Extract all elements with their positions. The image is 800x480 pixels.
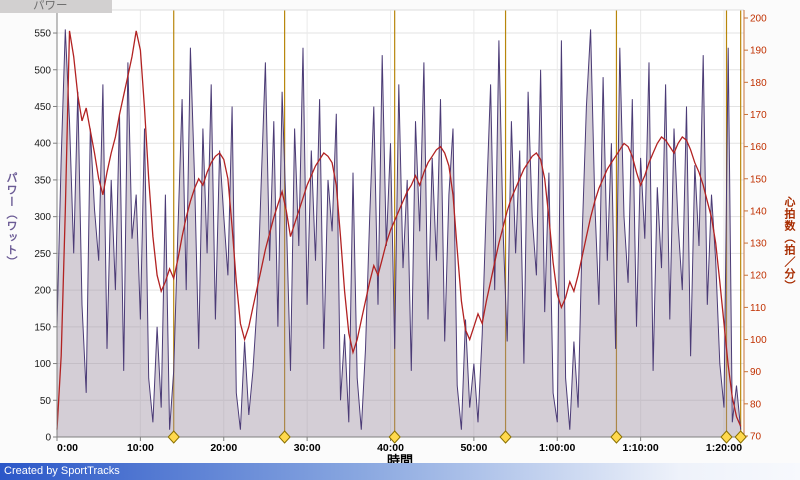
svg-text:350: 350 xyxy=(34,175,51,186)
svg-text:130: 130 xyxy=(750,239,767,250)
status-bar: Created by SportTracks xyxy=(0,463,800,480)
svg-text:10:00: 10:00 xyxy=(127,442,154,454)
svg-text:0:00: 0:00 xyxy=(57,442,78,454)
svg-text:20:00: 20:00 xyxy=(210,442,237,454)
y-axis-left-title: パワー（ワット） xyxy=(5,172,17,268)
svg-text:550: 550 xyxy=(34,29,51,40)
svg-text:1:00:00: 1:00:00 xyxy=(539,442,575,454)
chart-canvas: 0 50 100 150 200 250 300 350 400 450 500 550 70 80 90 1… xyxy=(34,9,767,454)
svg-text:160: 160 xyxy=(750,142,767,153)
svg-text:250: 250 xyxy=(34,249,51,260)
svg-text:300: 300 xyxy=(34,212,51,223)
pane-title-bar: パワー xyxy=(0,0,112,13)
svg-text:400: 400 xyxy=(34,139,51,150)
svg-text:1:20:00: 1:20:00 xyxy=(706,442,742,454)
svg-text:200: 200 xyxy=(750,13,767,24)
svg-text:140: 140 xyxy=(750,206,767,217)
svg-text:180: 180 xyxy=(750,78,767,89)
svg-text:120: 120 xyxy=(750,271,767,282)
svg-text:0: 0 xyxy=(45,433,51,444)
svg-text:150: 150 xyxy=(34,322,51,333)
svg-text:70: 70 xyxy=(750,432,762,443)
svg-text:150: 150 xyxy=(750,174,767,185)
svg-text:80: 80 xyxy=(750,399,762,410)
svg-text:100: 100 xyxy=(34,359,51,370)
svg-text:1:10:00: 1:10:00 xyxy=(623,442,659,454)
svg-text:170: 170 xyxy=(750,110,767,121)
svg-text:500: 500 xyxy=(34,65,51,76)
svg-text:100: 100 xyxy=(750,335,767,346)
svg-text:110: 110 xyxy=(750,303,766,314)
svg-text:90: 90 xyxy=(750,367,762,378)
svg-text:30:00: 30:00 xyxy=(294,442,321,454)
svg-text:50: 50 xyxy=(40,396,52,407)
svg-text:450: 450 xyxy=(34,102,51,113)
svg-text:200: 200 xyxy=(34,286,51,297)
y-axis-right-title: 心拍数（拍／分） xyxy=(783,196,795,292)
credit-text: Created by SportTracks xyxy=(4,465,120,477)
pane-title: パワー xyxy=(33,0,68,12)
svg-text:190: 190 xyxy=(750,46,767,57)
svg-text:50:00: 50:00 xyxy=(460,442,487,454)
svg-text:40:00: 40:00 xyxy=(377,442,404,454)
